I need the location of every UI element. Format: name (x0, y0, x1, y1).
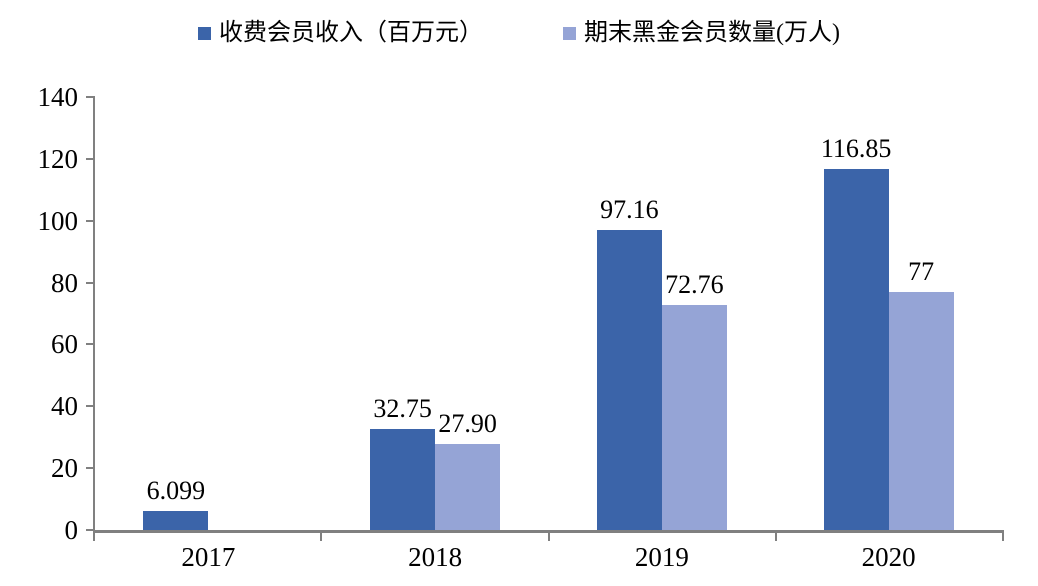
y-axis-tick-label: 140 (37, 82, 79, 112)
bar-value-label: 6.099 (146, 476, 206, 506)
y-axis-tick (86, 157, 95, 160)
x-axis-tick (93, 530, 95, 541)
x-axis-category-label: 2020 (861, 542, 916, 572)
x-axis-tick (320, 530, 323, 541)
x-axis-category-label: 2018 (408, 542, 463, 572)
y-axis-tick (86, 343, 95, 346)
y-axis-tick-label: 60 (51, 329, 78, 360)
bar-members-2018 (435, 443, 501, 530)
bar-revenue-2018 (370, 428, 436, 530)
y-axis-tick (86, 219, 95, 222)
legend-item-members: 期末黑金会员数量(万人) (563, 18, 840, 48)
bar-revenue-2019 (596, 229, 662, 530)
y-axis-tick-label: 0 (64, 515, 79, 545)
x-axis-category-label: 2017 (181, 542, 236, 572)
bar-revenue-2020 (823, 168, 889, 530)
legend-item-revenue: 收费会员收入（百万元） (198, 18, 483, 48)
plot-area: 6.099 32.75 27.90 97.16 72.76 116.85 77 (93, 97, 1002, 533)
bar-value-label: 27.90 (438, 408, 497, 438)
bar-members-2019 (661, 304, 727, 530)
bar-value-label: 116.85 (820, 133, 892, 163)
legend-swatch-icon (198, 26, 211, 40)
y-axis-tick-label: 40 (51, 391, 78, 422)
x-axis-tick (774, 530, 777, 541)
legend: 收费会员收入（百万元） 期末黑金会员数量(万人) (0, 18, 1038, 48)
y-axis-tick-label: 80 (51, 267, 78, 298)
bar-value-label: 72.76 (665, 269, 724, 299)
legend-label-revenue: 收费会员收入（百万元） (219, 20, 483, 46)
bar-value-label: 77 (908, 256, 935, 286)
bar-members-2020 (888, 291, 954, 530)
y-axis-tick-label: 120 (37, 143, 79, 174)
y-axis-tick (86, 529, 95, 531)
legend-label-members: 期末黑金会员数量(万人) (584, 20, 840, 46)
y-axis-tick (86, 467, 95, 470)
y-axis-tick (86, 405, 95, 408)
y-axis-tick (86, 281, 95, 284)
legend-swatch-icon (563, 26, 576, 40)
bar-value-label: 32.75 (373, 393, 432, 423)
x-axis-category-label: 2019 (634, 542, 689, 572)
x-axis-tick (547, 530, 550, 541)
y-axis-tick-label: 100 (37, 205, 79, 236)
y-axis-tick (86, 96, 95, 98)
y-axis-tick-label: 20 (51, 453, 78, 484)
bar-value-label: 97.16 (600, 194, 659, 224)
bar-revenue-2017 (143, 511, 209, 530)
x-axis-tick (1002, 530, 1004, 541)
